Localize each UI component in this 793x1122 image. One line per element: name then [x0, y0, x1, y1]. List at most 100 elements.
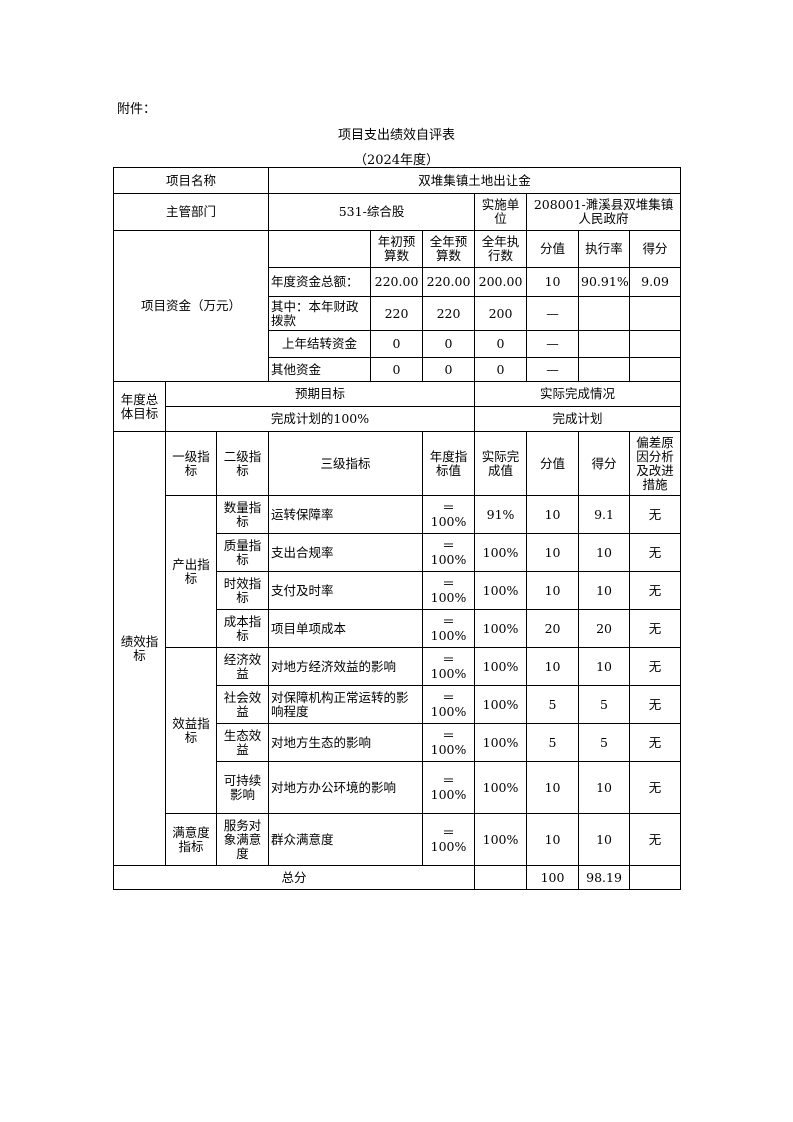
table-row: 效益指标 经济效益 对地方经济效益的影响 ＝100% 100% 10 10 无	[114, 647, 682, 814]
table-row: 可持续影响 对地方办公环境的影响 ＝100% 100% 10 10 无	[114, 761, 682, 814]
target-value: ＝100%	[422, 533, 476, 572]
funds-value: —	[526, 296, 580, 331]
funds-row-label: 其中：本年财政拨款	[268, 296, 372, 331]
table-row: 满意度指标 服务对象满意度 群众满意度 ＝100% 100% 10 10 无	[114, 813, 682, 866]
actual-value: 91%	[474, 495, 528, 534]
score: 10	[578, 813, 631, 866]
target-value: ＝100%	[422, 761, 476, 814]
funds-header: 全年执行数	[474, 230, 528, 268]
funds-value: 0	[474, 330, 528, 358]
unit-value: 208001-濉溪县双堆集镇人民政府	[526, 193, 682, 231]
dept-label: 主管部门	[112, 193, 270, 231]
deviation: 无	[629, 813, 682, 866]
funds-value: 220.00	[422, 267, 476, 297]
funds-header: 分值	[526, 230, 580, 268]
funds-value: 0	[422, 357, 476, 382]
actual-value: 100%	[474, 533, 528, 572]
deviation: 无	[629, 533, 682, 572]
deviation: 无	[629, 647, 682, 686]
level1-indicator: 效益指标	[165, 647, 217, 814]
score-value: 10	[526, 571, 580, 610]
score-value: 10	[526, 761, 580, 814]
funds-header: 年初预算数	[370, 230, 424, 268]
table-row: 主管部门 531-综合股 实施单位 208001-濉溪县双堆集镇人民政府	[112, 193, 682, 231]
funds-value: 9.09	[629, 267, 682, 297]
table-row: 年度总体目标 预期目标 实际完成情况	[113, 381, 682, 432]
table-row: 完成计划的100% 完成计划	[114, 406, 682, 432]
funds-value: 220	[370, 296, 424, 331]
level2-indicator: 质量指标	[215, 533, 270, 572]
blank-cell	[474, 865, 528, 890]
table-row: 产出指标 数量指标 运转保障率 ＝100% 91% 10 9.1 无	[114, 495, 682, 648]
funds-value: 0	[370, 330, 424, 358]
funds-value: 200	[474, 296, 528, 331]
table-row: 项目名称 双堆集镇土地出让金	[112, 167, 682, 194]
unit-label: 实施单位	[474, 193, 528, 231]
actual-value: 100%	[474, 647, 528, 686]
funds-value: 0	[474, 357, 528, 382]
level3-indicator: 项目单项成本	[268, 609, 424, 648]
score: 10	[578, 571, 631, 610]
level2-indicator: 社会效益	[215, 685, 270, 724]
score-value: 20	[526, 609, 580, 648]
level3-indicator: 对地方经济效益的影响	[268, 647, 424, 686]
score: 9.1	[578, 495, 631, 534]
perf-header: 年度指标值	[422, 431, 476, 496]
actual-value: 100%	[474, 813, 528, 866]
funds-value: 90.91%	[578, 267, 631, 297]
level3-indicator: 群众满意度	[268, 813, 424, 866]
level2-indicator: 成本指标	[215, 609, 270, 648]
project-name: 双堆集镇土地出让金	[268, 167, 682, 194]
actual-value: 100%	[474, 723, 528, 762]
deviation: 无	[629, 609, 682, 648]
funds-value: 0	[422, 330, 476, 358]
actual-value: 100%	[474, 609, 528, 648]
funds-value	[578, 330, 631, 358]
funds-value	[629, 330, 682, 358]
attachment-label: 附件：	[117, 102, 157, 117]
perf-header: 一级指标	[165, 431, 217, 496]
year-subtitle: （2024年度）	[353, 153, 440, 168]
level3-indicator: 支出合规率	[268, 533, 424, 572]
target-value: ＝100%	[422, 647, 476, 686]
goal-label: 年度总体目标	[113, 381, 166, 432]
funds-header: 全年预算数	[422, 230, 476, 268]
level2-indicator: 服务对象满意度	[215, 813, 270, 866]
level1-indicator: 满意度指标	[165, 813, 217, 866]
expected-goal: 完成计划的100%	[164, 406, 476, 432]
funds-row-label: 年度资金总额：	[268, 267, 372, 297]
funds-value: 220	[422, 296, 476, 331]
level1-indicator: 产出指标	[165, 495, 217, 648]
table-row: 总分 100 98.19	[112, 865, 682, 890]
funds-value	[629, 296, 682, 331]
funds-header: 得分	[629, 230, 682, 268]
score: 10	[578, 647, 631, 686]
funds-value	[578, 357, 631, 382]
table-row: 项目资金（万元） 年初预算数 全年预算数 全年执行数 分值 执行率 得分	[112, 230, 682, 382]
level2-indicator: 经济效益	[215, 647, 270, 686]
score: 5	[578, 723, 631, 762]
score: 10	[578, 761, 631, 814]
actual-label: 实际完成情况	[474, 381, 682, 407]
funds-row-label: 上年结转资金	[268, 330, 372, 358]
target-value: ＝100%	[422, 609, 476, 648]
funds-value: 10	[526, 267, 580, 297]
perf-header: 得分	[578, 431, 631, 496]
score-value: 10	[526, 495, 580, 534]
perf-header: 二级指标	[215, 431, 270, 496]
level3-indicator: 对地方办公环境的影响	[268, 761, 424, 814]
level2-indicator: 可持续影响	[215, 761, 270, 814]
table-row: 生态效益 对地方生态的影响 ＝100% 100% 5 5 无	[114, 723, 682, 762]
perf-label: 绩效指标	[113, 431, 166, 866]
perf-header: 偏差原因分析及改进措施	[629, 431, 682, 496]
target-value: ＝100%	[422, 685, 476, 724]
score-value: 10	[526, 647, 580, 686]
actual-value: 100%	[474, 571, 528, 610]
table-row: 质量指标 支出合规率 ＝100% 100% 10 10 无	[114, 533, 682, 572]
target-value: ＝100%	[422, 813, 476, 866]
level2-indicator: 生态效益	[215, 723, 270, 762]
funds-label: 项目资金（万元）	[112, 230, 270, 382]
perf-header: 实际完成值	[474, 431, 528, 496]
funds-value: —	[526, 357, 580, 382]
score: 20	[578, 609, 631, 648]
